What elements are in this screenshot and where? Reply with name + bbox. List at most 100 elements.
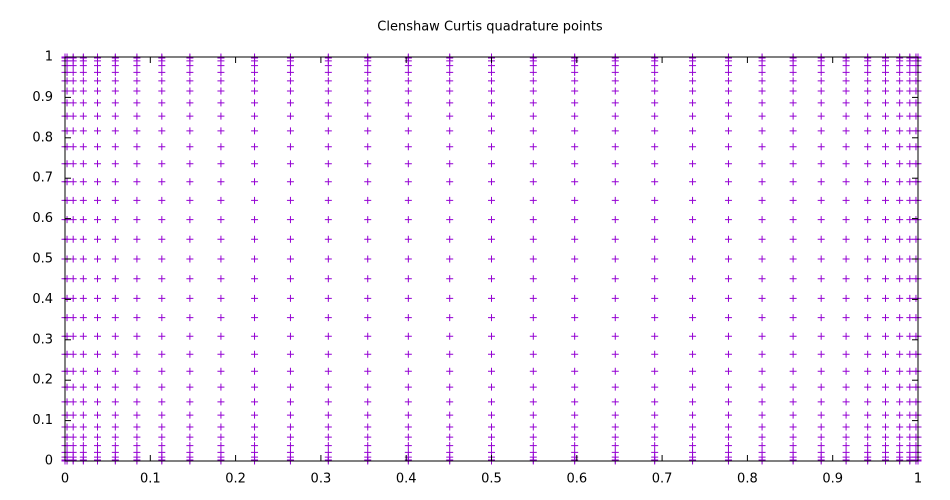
point (571, 235, 579, 243)
point (133, 398, 141, 406)
y-tick-label: 0.7 (32, 171, 53, 186)
point (251, 178, 259, 186)
point (79, 314, 87, 322)
point (896, 433, 904, 441)
point (111, 383, 119, 391)
point (724, 178, 732, 186)
point (758, 77, 766, 85)
point (69, 77, 77, 85)
point (896, 398, 904, 406)
point (817, 332, 825, 340)
point (324, 411, 332, 419)
point (364, 398, 372, 406)
point (488, 398, 495, 406)
point (758, 411, 766, 419)
point (251, 350, 259, 358)
point (882, 442, 890, 450)
point (446, 216, 454, 224)
point (133, 255, 141, 263)
point (896, 127, 904, 135)
point (186, 411, 194, 419)
point (111, 127, 119, 135)
point (446, 112, 454, 120)
point (488, 423, 495, 431)
point (79, 442, 87, 450)
point (882, 255, 890, 263)
point (789, 383, 797, 391)
point (488, 367, 495, 375)
point (817, 275, 825, 283)
point (324, 77, 332, 85)
point (251, 143, 259, 151)
point (111, 448, 119, 456)
point (529, 294, 537, 302)
y-tick-label: 0.8 (32, 130, 53, 145)
point (286, 127, 294, 135)
point (842, 235, 850, 243)
point (93, 294, 101, 302)
point (842, 433, 850, 441)
point (158, 112, 166, 120)
point (404, 255, 412, 263)
point (446, 87, 454, 95)
point (217, 367, 225, 375)
point (611, 255, 619, 263)
point (186, 87, 194, 95)
point (251, 68, 259, 76)
point (488, 196, 495, 204)
point (906, 275, 914, 283)
point (217, 160, 225, 168)
point (611, 127, 619, 135)
point (529, 448, 537, 456)
point (724, 216, 732, 224)
point (571, 411, 579, 419)
point (286, 433, 294, 441)
point (69, 314, 77, 322)
point (724, 383, 732, 391)
point (651, 68, 659, 76)
point (789, 196, 797, 204)
point (133, 99, 141, 107)
point (571, 255, 579, 263)
point (79, 294, 87, 302)
point (133, 160, 141, 168)
point (488, 77, 495, 85)
point (404, 383, 412, 391)
point (864, 235, 872, 243)
point (111, 112, 119, 120)
point (571, 332, 579, 340)
point (689, 255, 697, 263)
point (69, 448, 77, 456)
point (906, 160, 914, 168)
point (324, 235, 332, 243)
point (882, 99, 890, 107)
point (324, 275, 332, 283)
point (217, 127, 225, 135)
point (789, 99, 797, 107)
point (611, 99, 619, 107)
point (611, 216, 619, 224)
point (93, 160, 101, 168)
point (286, 143, 294, 151)
point (689, 398, 697, 406)
point (217, 433, 225, 441)
point (111, 235, 119, 243)
point (611, 112, 619, 120)
point (404, 235, 412, 243)
point (364, 294, 372, 302)
point (611, 423, 619, 431)
x-tick-label: 0.1 (140, 472, 161, 487)
point (842, 255, 850, 263)
point (571, 433, 579, 441)
point (842, 442, 850, 450)
point (817, 383, 825, 391)
point (158, 433, 166, 441)
point (404, 68, 412, 76)
point (611, 314, 619, 322)
point (789, 178, 797, 186)
point (93, 216, 101, 224)
point (571, 398, 579, 406)
point (896, 314, 904, 322)
point (364, 448, 372, 456)
point (158, 398, 166, 406)
